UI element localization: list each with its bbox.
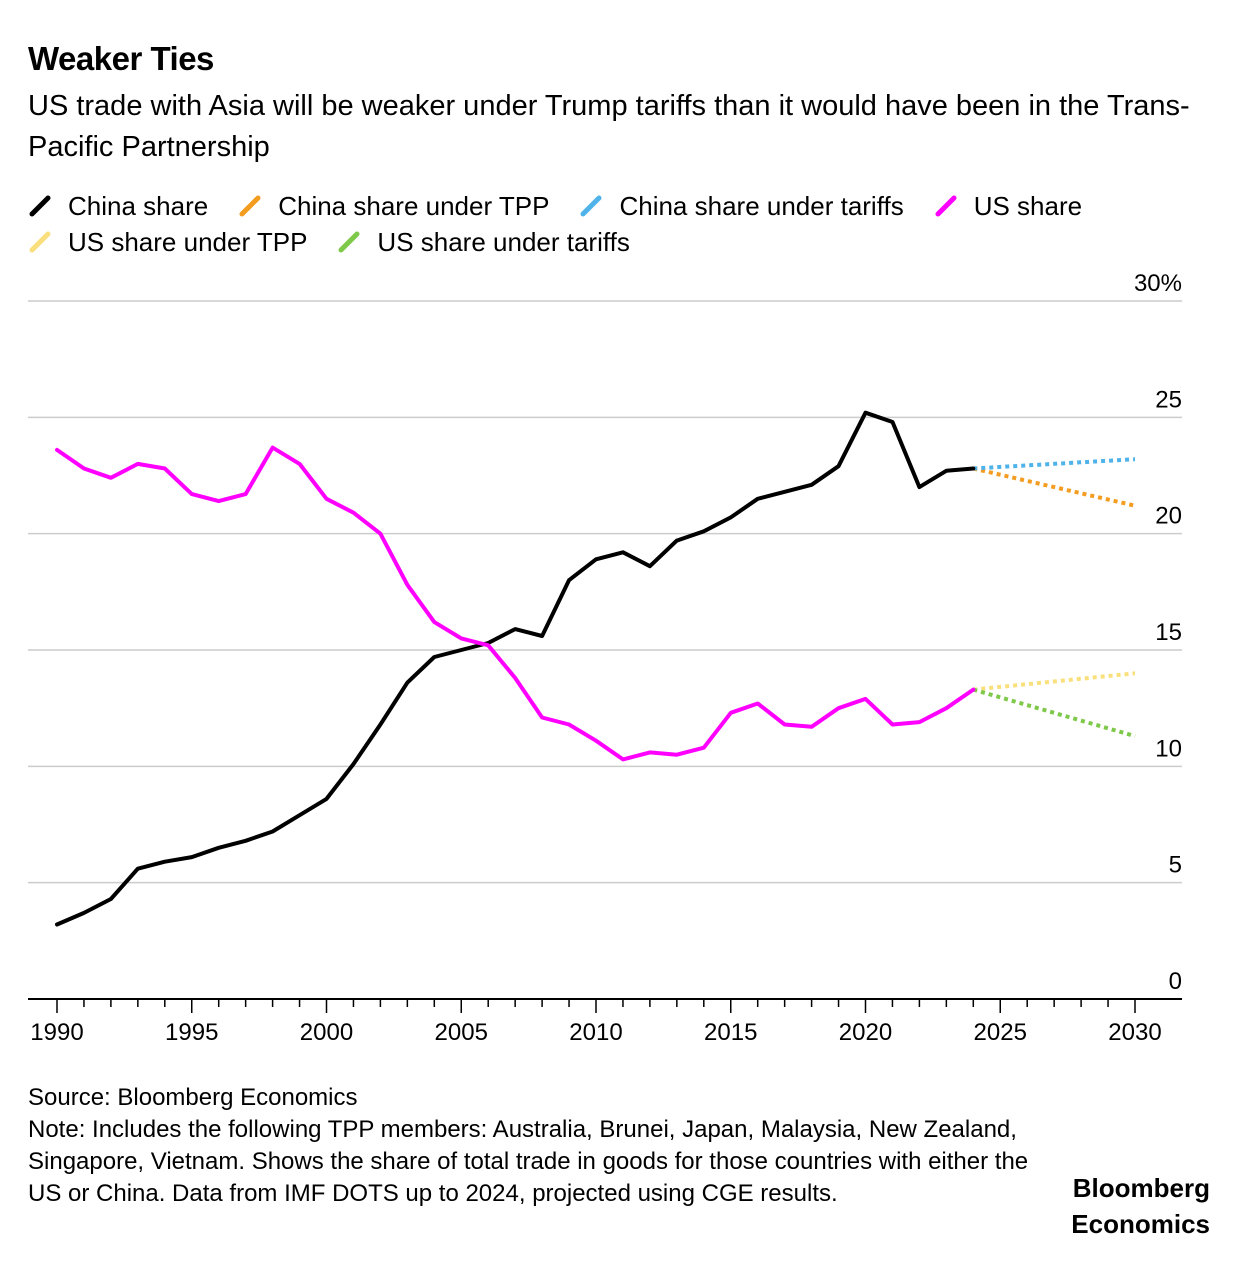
brand-line-1: Bloomberg	[1072, 1173, 1210, 1203]
legend-swatch-china-share	[29, 195, 51, 217]
legend-item-china-tariffs: China share under tariffs	[579, 190, 904, 222]
legend-swatch-us-tpp	[29, 231, 51, 253]
series-line-us-share	[55, 445, 976, 762]
legend-swatch-us-share	[935, 195, 957, 217]
y-tick-label-15: 15	[1155, 619, 1182, 646]
x-axis: 1990 1995 2000 2005 2010 2015 2020 2025 2030	[28, 998, 1182, 1046]
note-text: Note: Includes the following TPP members…	[28, 1116, 1029, 1207]
source-text: Source: Bloomberg Economics	[28, 1084, 358, 1111]
legend-item-china-share: China share	[28, 191, 208, 222]
legend-label-us-tpp: US share under TPP	[68, 226, 308, 257]
x-tick-label-2010: 2010	[569, 1019, 622, 1046]
y-tick-label-0: 0	[1169, 968, 1182, 995]
x-tick-label-1995: 1995	[165, 1019, 218, 1046]
legend-item-china-tpp: China share under TPP	[238, 191, 549, 222]
y-axis-tick-labels: 0 5 10 15 20 25 30%	[1134, 270, 1182, 995]
y-tick-label-30: 30%	[1134, 270, 1182, 297]
y-tick-label-25: 25	[1155, 386, 1182, 413]
y-tick-label-5: 5	[1169, 852, 1182, 879]
legend: China share China share under TPP China …	[28, 188, 1218, 260]
legend-item-us-share: US share	[934, 191, 1082, 222]
legend-label-china-share: China share	[68, 190, 209, 221]
series-line-us-share-under-tariffs	[972, 687, 1136, 739]
series-line-china-share-under-tpp	[972, 466, 1136, 508]
legend-row-2: US share under TPP US share under tariff…	[28, 224, 1218, 260]
legend-label-china-tariffs: China share under tariffs	[619, 190, 904, 221]
series-lines	[55, 410, 1136, 927]
chart-title: Weaker Ties	[28, 40, 214, 77]
brand-line-2: Economics	[1071, 1209, 1210, 1239]
y-tick-label-20: 20	[1155, 503, 1182, 530]
series-line-us-share-under-tpp	[973, 671, 1136, 692]
y-tick-label-10: 10	[1155, 735, 1182, 762]
x-tick-label-2030: 2030	[1108, 1019, 1161, 1046]
series-line-china-share-under-tariffs	[973, 457, 1136, 471]
brand-logo: Bloomberg Economics	[1071, 1170, 1210, 1242]
legend-swatch-us-tariffs	[338, 231, 360, 253]
gridlines	[28, 300, 1182, 884]
series-line-china-share	[55, 410, 976, 927]
legend-item-us-tariffs: US share under tariffs	[337, 226, 630, 258]
x-tick-label-2005: 2005	[435, 1019, 488, 1046]
x-tick-label-2025: 2025	[974, 1019, 1027, 1046]
x-tick-label-2020: 2020	[839, 1019, 892, 1046]
x-tick-label-2000: 2000	[300, 1019, 353, 1046]
legend-row-1: China share China share under TPP China …	[28, 188, 1218, 224]
legend-label-us-share: US share	[973, 190, 1083, 221]
x-tick-label-1990: 1990	[30, 1019, 83, 1046]
legend-swatch-china-tariffs	[580, 195, 602, 217]
legend-item-us-tpp: US share under TPP	[28, 227, 307, 258]
legend-swatch-china-tpp	[239, 195, 261, 217]
x-tick-label-2015: 2015	[704, 1019, 757, 1046]
legend-label-china-tpp: China share under TPP	[278, 190, 550, 221]
footer: Source: Bloomberg Economics Note: Includ…	[28, 1082, 1038, 1210]
chart-subtitle: US trade with Asia will be weaker under …	[28, 90, 1190, 163]
legend-label-us-tariffs: US share under tariffs	[377, 226, 630, 257]
